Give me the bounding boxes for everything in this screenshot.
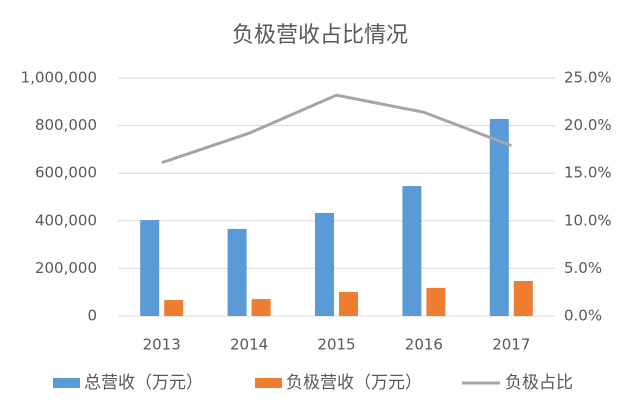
legend-label: 负极营收（万元） xyxy=(286,373,422,393)
x-tick-label: 2017 xyxy=(492,336,530,354)
bar xyxy=(402,186,422,316)
bar xyxy=(227,228,247,316)
x-tick-label: 2013 xyxy=(143,336,181,354)
y-tick-label: 800,000 xyxy=(35,116,97,134)
bar xyxy=(164,300,184,316)
legend-swatch xyxy=(53,378,80,388)
line xyxy=(161,93,512,165)
x-tick-label: 2016 xyxy=(405,336,443,354)
y2-tick-label: 0.0% xyxy=(564,307,602,325)
x-tick-label: 2015 xyxy=(317,336,355,354)
y2-tick-label: 10.0% xyxy=(564,211,612,229)
bar xyxy=(251,299,271,316)
y2-tick-label: 15.0% xyxy=(564,164,612,182)
y-tick-label: 1,000,000 xyxy=(21,69,97,87)
bar xyxy=(140,220,160,316)
y-tick-label: 0 xyxy=(87,307,97,325)
legend-swatch xyxy=(255,378,282,388)
legend-label: 负极占比 xyxy=(505,373,573,393)
bar xyxy=(513,281,533,316)
y2-tick-label: 5.0% xyxy=(564,259,602,277)
chart-title: 负极营收占比情况 xyxy=(232,23,408,48)
y2-tick-label: 20.0% xyxy=(564,116,612,134)
y2-tick-label: 25.0% xyxy=(564,69,612,87)
bar xyxy=(339,291,358,316)
x-tick-label: 2014 xyxy=(230,336,268,354)
y-tick-label: 400,000 xyxy=(35,211,97,229)
y-tick-label: 200,000 xyxy=(35,259,97,277)
y-tick-label: 600,000 xyxy=(35,164,97,182)
bar xyxy=(489,118,509,316)
legend-label: 总营收（万元） xyxy=(84,373,203,393)
bar xyxy=(315,212,334,316)
bar xyxy=(426,287,446,316)
